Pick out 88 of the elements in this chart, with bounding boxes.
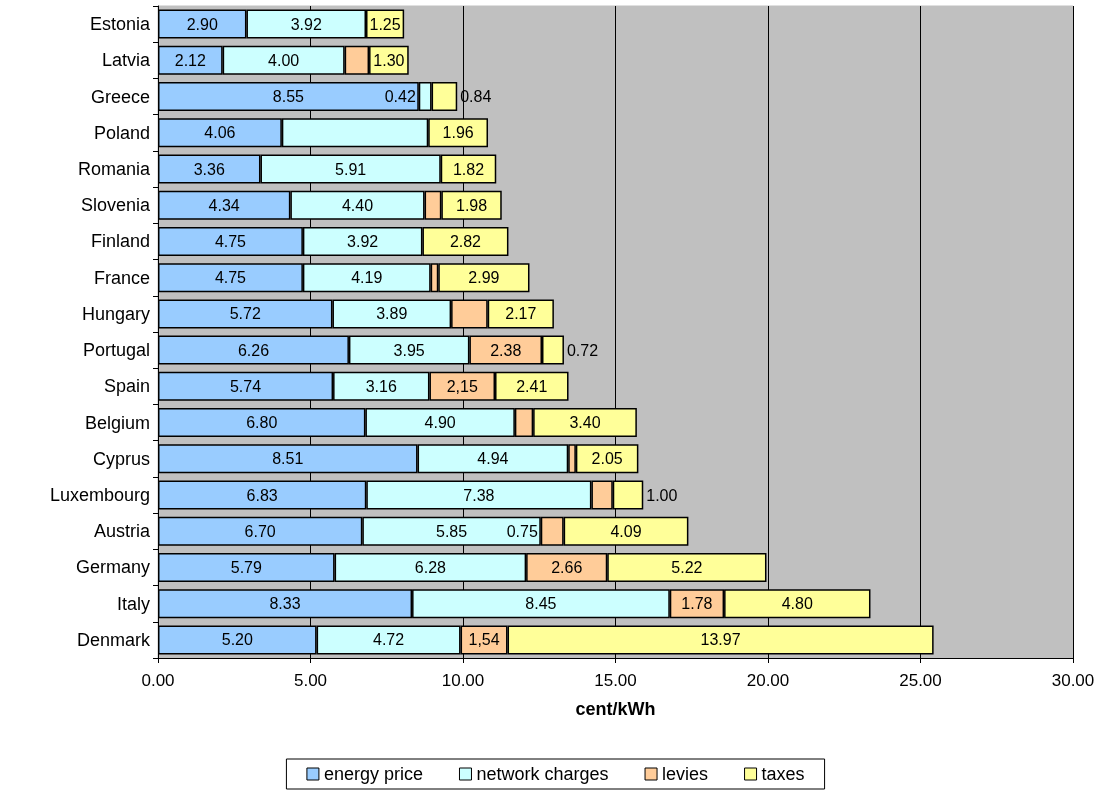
data-label: 8.51 bbox=[272, 450, 304, 468]
data-label: 3.16 bbox=[365, 377, 397, 395]
x-axis-title: cent/kWh bbox=[575, 699, 656, 719]
data-label: 1.78 bbox=[681, 595, 713, 613]
data-label: 3.89 bbox=[376, 305, 408, 323]
legend-label: energy price bbox=[323, 764, 423, 784]
y-tick-label: Portugal bbox=[82, 340, 150, 361]
x-tick-label: 5.00 bbox=[293, 671, 328, 690]
data-label: 0.42 bbox=[384, 88, 416, 106]
data-label: 5.20 bbox=[221, 631, 253, 649]
data-label: 1,54 bbox=[468, 631, 500, 649]
x-tick-label: 10.00 bbox=[441, 671, 485, 690]
y-tick-label: Italy bbox=[116, 593, 150, 614]
x-tick-label: 25.00 bbox=[899, 671, 942, 690]
data-label: 5.91 bbox=[335, 160, 367, 178]
data-label: 4.90 bbox=[424, 414, 456, 432]
data-label: 1.82 bbox=[452, 160, 485, 178]
x-tick-label: 15.00 bbox=[594, 671, 637, 690]
data-label: 3.40 bbox=[569, 414, 601, 432]
legend-label: network charges bbox=[476, 764, 609, 784]
y-tick-label: Hungary bbox=[81, 303, 150, 324]
x-tick-label: 0.00 bbox=[141, 671, 175, 690]
data-label: 13.97 bbox=[700, 631, 741, 649]
data-label: 4.94 bbox=[477, 450, 509, 468]
y-tick-label: Germany bbox=[75, 557, 150, 578]
data-label: 4.75 bbox=[214, 269, 247, 287]
data-label: 3.92 bbox=[290, 15, 322, 33]
data-label: 6.80 bbox=[246, 414, 278, 432]
data-label: 1.30 bbox=[373, 51, 405, 69]
y-tick-label: Finland bbox=[90, 231, 150, 252]
legend-label: taxes bbox=[761, 764, 805, 784]
y-tick-label: Luxembourg bbox=[49, 485, 150, 505]
data-label: 2.82 bbox=[449, 232, 482, 250]
data-label: 5.79 bbox=[230, 558, 262, 576]
data-label: 2,15 bbox=[446, 377, 478, 395]
data-label: 2.38 bbox=[490, 341, 522, 359]
y-tick-label: Latvia bbox=[101, 50, 151, 71]
data-label: 2.41 bbox=[516, 377, 548, 395]
data-label: 8.45 bbox=[525, 595, 557, 613]
legend-label: levies bbox=[662, 764, 709, 784]
data-label: 1.25 bbox=[369, 15, 401, 33]
data-label: 4.80 bbox=[781, 595, 813, 613]
data-label: 5.22 bbox=[671, 558, 703, 576]
data-label: 6.83 bbox=[246, 486, 278, 504]
data-label: 4.75 bbox=[214, 232, 247, 250]
data-label: 8.55 bbox=[272, 88, 305, 106]
data-label: 4.06 bbox=[204, 124, 236, 142]
data-label: 5.85 bbox=[435, 522, 468, 540]
data-label: 4.72 bbox=[373, 631, 405, 649]
data-label: 2.99 bbox=[468, 269, 500, 287]
data-label: 7.38 bbox=[463, 486, 495, 504]
data-label: 0.72 bbox=[566, 341, 599, 359]
y-tick-label: Cyprus bbox=[92, 448, 150, 469]
y-tick-label: Greece bbox=[90, 86, 150, 107]
data-label: 6.26 bbox=[237, 341, 270, 359]
data-label: 6.70 bbox=[244, 522, 276, 540]
data-label: 1.98 bbox=[455, 196, 488, 214]
data-label: 4.09 bbox=[610, 522, 642, 540]
y-tick-label: Austria bbox=[93, 521, 151, 542]
data-label: 8.33 bbox=[269, 595, 301, 613]
data-label: 2.90 bbox=[186, 15, 218, 33]
data-label: 4.40 bbox=[341, 196, 374, 214]
data-label: 5.74 bbox=[229, 377, 262, 395]
data-label: 6.28 bbox=[414, 558, 447, 576]
data-label: 2.66 bbox=[551, 558, 583, 576]
data-label: 3.92 bbox=[347, 232, 379, 250]
data-label: 1.00 bbox=[646, 486, 678, 504]
data-label: 4.00 bbox=[268, 51, 300, 69]
data-label: 4.34 bbox=[208, 196, 240, 214]
data-label: 3.95 bbox=[393, 341, 425, 359]
x-tick-label: 30.00 bbox=[1051, 671, 1095, 690]
data-label: 5.72 bbox=[229, 305, 261, 323]
data-label: 1.96 bbox=[442, 124, 474, 142]
data-label: 2.17 bbox=[505, 305, 537, 323]
data-label: 4.19 bbox=[351, 269, 383, 287]
y-tick-label: Estonia bbox=[89, 14, 151, 35]
y-tick-label: France bbox=[93, 267, 150, 288]
y-tick-label: Spain bbox=[103, 376, 150, 397]
y-tick-label: Romania bbox=[77, 159, 151, 179]
data-label: 2.12 bbox=[174, 51, 206, 69]
y-tick-label: Denmark bbox=[76, 629, 151, 650]
y-tick-label: Slovenia bbox=[80, 195, 151, 216]
data-label: 3.36 bbox=[193, 160, 225, 178]
data-label: 2.05 bbox=[591, 450, 623, 468]
x-tick-label: 20.00 bbox=[746, 671, 790, 690]
y-tick-label: Belgium bbox=[84, 412, 150, 433]
y-tick-label: Poland bbox=[93, 122, 150, 143]
data-label: 0.75 bbox=[506, 522, 538, 540]
